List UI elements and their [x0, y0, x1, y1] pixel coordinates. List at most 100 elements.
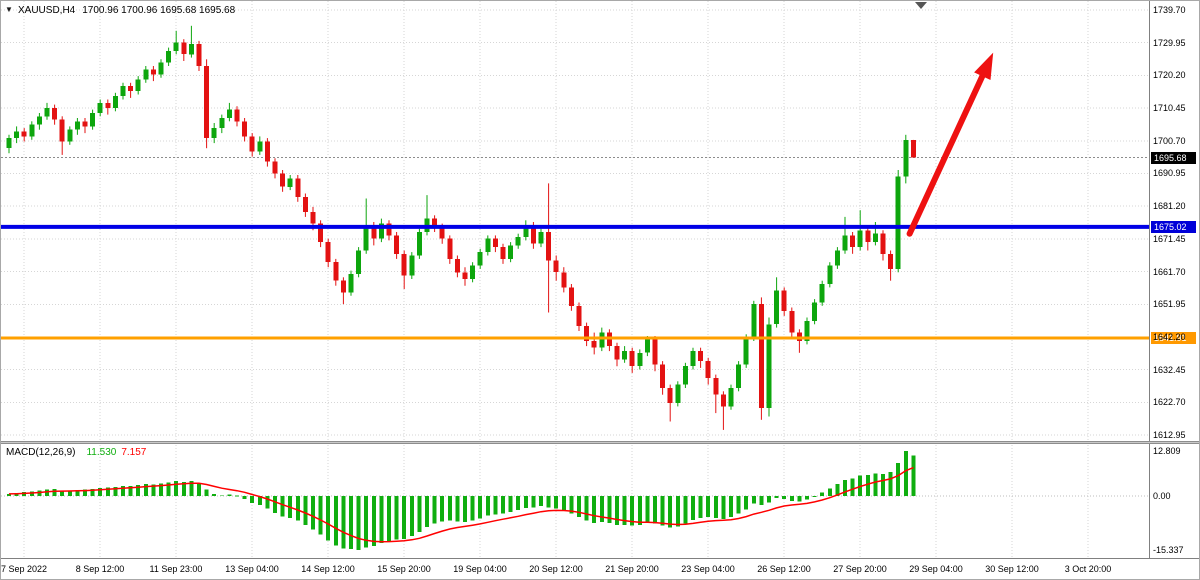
macd-bar	[52, 489, 57, 496]
candle-body	[538, 232, 544, 244]
macd-histogram	[7, 450, 916, 550]
candle-body	[447, 238, 453, 259]
chart-shift-marker[interactable]	[915, 2, 927, 9]
candle-body	[530, 225, 536, 244]
candle-body	[865, 230, 871, 242]
candle-body	[371, 227, 377, 239]
candle-body	[637, 352, 643, 367]
candle-body	[234, 109, 240, 122]
candle-body	[196, 44, 202, 66]
candle-body	[827, 265, 833, 284]
macd-bar	[189, 480, 194, 496]
macd-name-label: MACD(12,26,9)	[6, 447, 76, 458]
macd-bar	[903, 450, 908, 496]
macd-bar	[561, 496, 566, 511]
price-chart-canvas[interactable]	[1, 1, 1149, 558]
candle-body	[97, 102, 103, 113]
candle-body	[850, 235, 856, 248]
macd-bar	[181, 481, 186, 496]
macd-bar	[622, 496, 627, 525]
macd-bar	[797, 496, 802, 502]
candle-body	[713, 377, 719, 395]
macd-bar	[463, 496, 467, 522]
macd-bar	[911, 455, 916, 496]
macd-bar	[105, 487, 110, 496]
macd-bar	[242, 496, 247, 499]
macd-bar	[485, 496, 490, 516]
macd-bar	[159, 483, 163, 496]
candle-body	[910, 139, 916, 158]
macd-axis-label: -15.337	[1153, 545, 1184, 555]
macd-bar	[440, 496, 445, 522]
macd-bar	[744, 496, 749, 510]
macd-bar	[607, 496, 612, 523]
macd-bar	[250, 496, 255, 503]
macd-bar	[143, 484, 148, 496]
candle-body	[302, 196, 308, 212]
candle-body	[812, 302, 818, 321]
macd-bar	[569, 496, 574, 514]
candle-body	[249, 136, 255, 152]
candle-body	[492, 238, 498, 248]
candle-body	[135, 79, 141, 92]
pane-divider[interactable]	[1, 441, 1199, 444]
macd-bar	[409, 496, 414, 537]
macd-bar	[83, 489, 87, 496]
candle-body	[356, 250, 362, 274]
macd-bar	[303, 496, 308, 525]
macd-bar	[273, 496, 277, 513]
candle-body	[14, 131, 20, 139]
price-axis[interactable]: 1695.68 1675.02 1641.91 1739.70 1729.95 17…	[1149, 1, 1199, 579]
candle-body	[219, 118, 225, 129]
macd-bar	[67, 490, 72, 496]
blue-level-price-tag: 1675.02	[1151, 221, 1196, 233]
macd-bar	[637, 496, 642, 525]
candle-body	[462, 272, 468, 279]
candle-body	[67, 129, 73, 142]
macd-bar	[721, 496, 726, 520]
candle-body	[29, 124, 35, 137]
macd-bar	[782, 496, 787, 499]
time-axis-label: 21 Sep 20:00	[605, 564, 659, 574]
candle-body	[523, 225, 529, 237]
trend-arrow-shaft[interactable]	[906, 73, 986, 237]
macd-bar	[197, 483, 201, 496]
price-axis-label: 1671.45	[1153, 234, 1186, 244]
candle-body	[500, 247, 506, 259]
candle-body	[416, 232, 422, 256]
macd-bar	[75, 490, 80, 496]
candle-body	[264, 141, 270, 162]
candle-body	[105, 102, 111, 108]
candle-body	[660, 364, 666, 388]
trend-arrow-head[interactable]	[974, 52, 994, 80]
price-axis-label: 1661.70	[1153, 267, 1186, 277]
price-axis-label: 1720.20	[1153, 70, 1186, 80]
macd-bar	[820, 492, 825, 496]
macd-bar	[713, 496, 718, 518]
time-axis-label: 7 Sep 2022	[0, 564, 48, 574]
time-axis-label: 15 Sep 20:00	[377, 564, 431, 574]
current-price-tag: 1695.68	[1151, 152, 1196, 164]
candle-body	[295, 178, 301, 197]
macd-bar	[881, 474, 885, 496]
macd-bar	[318, 496, 323, 535]
macd-bar	[865, 474, 870, 496]
candle-body	[6, 138, 12, 149]
candle-body	[333, 262, 339, 281]
macd-bar	[257, 496, 262, 506]
time-axis[interactable]: 7 Sep 2022 8 Sep 12:00 11 Sep 23:00 13 Sep …	[0, 558, 1199, 579]
candle-body	[401, 253, 407, 276]
grid-horizontal	[1, 9, 1149, 436]
candle-body	[819, 284, 825, 303]
macd-bar	[850, 478, 855, 496]
candle-body	[21, 131, 27, 137]
candle-body	[348, 273, 354, 293]
macd-bar	[501, 496, 505, 514]
candle-body	[515, 237, 521, 246]
chart-dropdown-icon[interactable]: ▼	[5, 5, 13, 14]
trend-arrow[interactable]	[906, 52, 994, 237]
candle-body	[112, 96, 118, 108]
macd-bar	[751, 496, 756, 504]
macd-bar	[235, 495, 239, 497]
